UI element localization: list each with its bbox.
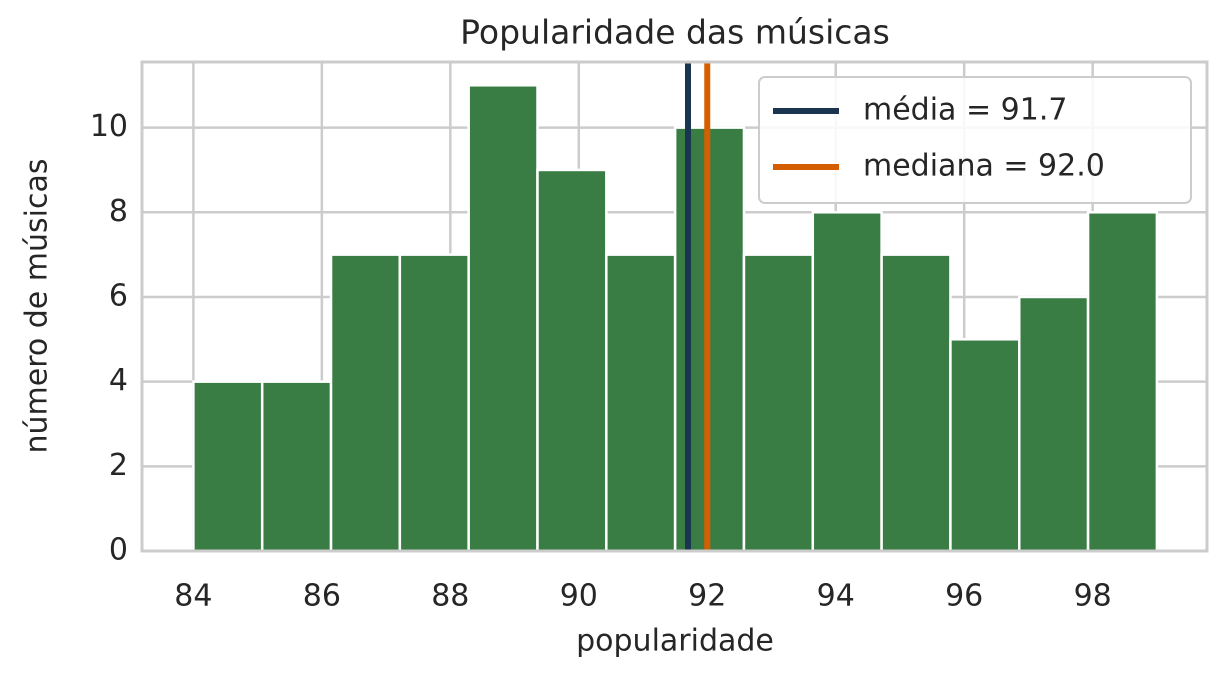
y-tick-label: 8	[109, 194, 128, 229]
x-tick-label: 90	[560, 579, 598, 614]
bar	[398, 253, 470, 553]
x-tick-label: 94	[817, 579, 855, 614]
x-tick-label: 86	[303, 579, 341, 614]
y-tick-label: 4	[109, 363, 128, 398]
axes-frame	[140, 60, 1209, 553]
legend: média = 91.7 mediana = 92.0	[758, 76, 1192, 204]
bar	[742, 253, 815, 553]
x-tick-label: 84	[174, 579, 212, 614]
y-tick-label: 10	[90, 109, 128, 144]
y-tick-label: 0	[109, 533, 128, 568]
bar	[1086, 211, 1159, 553]
bar	[605, 253, 677, 553]
x-axis-label: popularidade	[576, 624, 774, 659]
bar	[949, 338, 1021, 553]
x-tick-label: 98	[1074, 579, 1112, 614]
y-tick-label: 2	[109, 448, 128, 483]
bar	[467, 84, 539, 553]
y-axis-label: número de músicas	[20, 158, 55, 453]
legend-box	[758, 76, 1192, 204]
x-tick-label: 92	[688, 579, 726, 614]
bar	[260, 380, 333, 553]
legend-label: média = 91.7	[863, 93, 1067, 128]
bar	[329, 253, 402, 553]
bar	[1018, 295, 1090, 553]
x-tick-label: 88	[431, 579, 469, 614]
chart-title: Popularidade das músicas	[460, 13, 890, 52]
bar	[192, 380, 264, 553]
y-tick-label: 6	[109, 278, 128, 313]
bar	[811, 211, 883, 553]
legend-label: mediana = 92.0	[863, 149, 1105, 184]
bar	[536, 168, 608, 553]
x-tick-label: 96	[945, 579, 983, 614]
bar	[880, 253, 952, 553]
